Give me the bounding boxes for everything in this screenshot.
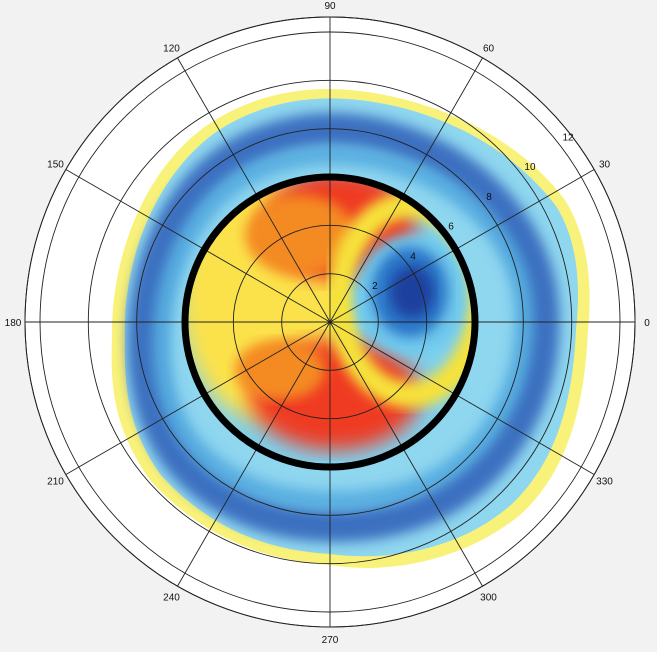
radial-tick-label: 10 xyxy=(524,162,536,173)
spoke-300 xyxy=(329,321,483,587)
polar-grid xyxy=(24,16,636,628)
zone-circle xyxy=(181,173,479,471)
map-blue-ring-light xyxy=(151,144,535,511)
radial-tick-label: 8 xyxy=(486,192,492,203)
ring-2 xyxy=(281,273,379,371)
angle-tick-label: 210 xyxy=(47,477,64,488)
spoke-150 xyxy=(65,169,331,323)
radial-tick-label: 2 xyxy=(372,281,378,292)
radial-tick-label: 6 xyxy=(448,222,454,233)
ring-10 xyxy=(87,79,573,565)
spoke-210 xyxy=(65,321,331,475)
ring-4 xyxy=(232,224,428,420)
radial-tick-label: 12 xyxy=(563,133,575,144)
inner-orange-inferior xyxy=(235,340,325,400)
ring-12 xyxy=(39,31,621,613)
ring-8 xyxy=(136,128,524,516)
angle-tick-label: 150 xyxy=(47,160,64,171)
inner-darkblue-spot xyxy=(390,266,434,318)
angle-tick-label: 120 xyxy=(163,44,180,55)
angle-tick-label: 270 xyxy=(322,635,339,646)
radial-tick-label: 4 xyxy=(410,252,416,263)
angle-tick-label: 30 xyxy=(599,160,611,171)
radial-labels: 2 4 6 8 10 12 xyxy=(372,133,574,293)
ring-14 xyxy=(24,16,636,628)
spoke-120 xyxy=(177,57,331,323)
angle-tick-label: 330 xyxy=(596,477,613,488)
angle-tick-label: 180 xyxy=(5,318,22,329)
spoke-30 xyxy=(329,169,595,323)
inner-orange-superior xyxy=(245,195,355,275)
spoke-240 xyxy=(177,321,331,587)
angle-tick-label: 300 xyxy=(480,593,497,604)
angle-tick-label: 240 xyxy=(163,593,180,604)
spoke-330 xyxy=(329,321,595,475)
map-blue-ring xyxy=(127,112,560,542)
spoke-60 xyxy=(329,57,483,323)
angle-tick-label: 0 xyxy=(644,318,650,329)
angle-tick-label: 90 xyxy=(324,1,336,12)
angle-tick-label: 60 xyxy=(483,44,495,55)
